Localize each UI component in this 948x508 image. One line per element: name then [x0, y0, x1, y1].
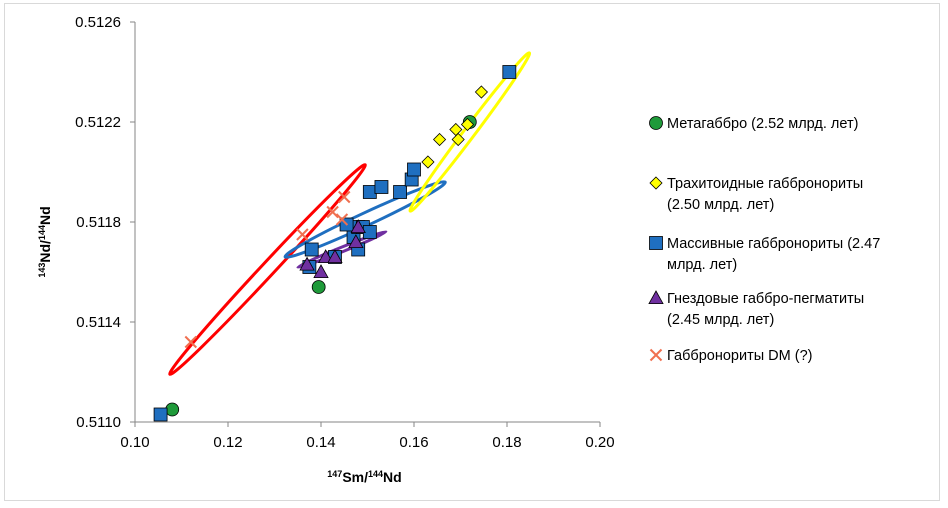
data-point-series-4: [299, 256, 315, 271]
legend-item: Трахитоидные габбронориты (2.50 млрд. лет…: [649, 176, 863, 213]
legend-label: млрд. лет): [667, 257, 737, 273]
y-tick-label: 0.5122: [75, 114, 121, 131]
legend-marker: [649, 176, 663, 190]
x-axis-label-sup2: 144: [368, 469, 383, 479]
group-ellipse: [296, 230, 388, 269]
data-point-series-4: [317, 249, 334, 264]
data-point-series-3: [407, 162, 421, 177]
y-tick-label: 0.5118: [76, 214, 121, 231]
x-tick-label: 0.10: [120, 434, 149, 451]
data-point-series-5: [326, 205, 339, 219]
legend-label: (2.50 млрд. лет): [667, 197, 774, 213]
data-point-series-4: [327, 249, 343, 264]
legend-label: Трахитоидные габбронориты: [667, 176, 863, 192]
data-point-series-1: [311, 280, 326, 294]
x-tick-label: 0.16: [399, 434, 428, 451]
x-axis-label: 147Sm/144Nd: [327, 469, 401, 485]
y-axis-label: 143Nd/144Nd: [37, 206, 53, 277]
data-point-series-5: [184, 335, 198, 349]
data-point-series-3: [304, 242, 319, 257]
x-tick-label: 0.12: [213, 434, 242, 451]
data-point-series-3: [153, 407, 168, 422]
y-axis-label-sup2: 144: [37, 225, 47, 240]
legend-marker: [648, 290, 664, 305]
data-point-series-2: [433, 132, 447, 147]
y-axis-label-main2: Nd: [37, 206, 53, 225]
legend-item: Гнездовые габбро-пегматиты (2.45 млрд. ле…: [648, 290, 864, 328]
data-point-series-2: [460, 117, 475, 132]
legend-marker: [649, 236, 663, 250]
x-marker-stroke: [338, 190, 351, 204]
x-tick-label: 0.14: [306, 434, 335, 451]
data-point-series-2: [474, 85, 488, 99]
points-layer: [153, 65, 517, 422]
data-point-series-2: [421, 155, 435, 169]
y-axis-label-main1: Nd/: [37, 240, 53, 263]
data-point-series-3: [393, 185, 407, 199]
x-marker-stroke: [326, 205, 339, 219]
x-marker-stroke: [649, 348, 663, 362]
legend-marker: [649, 116, 663, 130]
legend-item: Массивные габбронориты (2.47 млрд. лет): [649, 236, 880, 273]
x-tick-label: 0.20: [585, 434, 614, 451]
data-point-series-5: [338, 190, 351, 204]
x-marker-stroke: [296, 228, 309, 241]
x-marker-stroke: [335, 213, 349, 226]
legend-label: (2.45 млрд. лет): [667, 312, 774, 328]
y-tick-label: 0.5114: [76, 314, 121, 331]
y-tick-label: 0.5110: [76, 414, 121, 431]
ellipses-layer: [168, 51, 532, 376]
legend-label: Метагаббро (2.52 млрд. лет): [667, 116, 858, 132]
data-point-series-5: [335, 213, 349, 226]
legend-label: Габбронориты DM (?): [667, 348, 812, 364]
data-point-series-3: [374, 180, 389, 194]
x-axis-label-main1: Sm/: [342, 469, 368, 485]
legend-item: Габбронориты DM (?): [649, 348, 812, 364]
axes-layer: 0.5110 0.5114 0.5118 0.5122 0.5126 0.10 0.12 0.…: [75, 14, 614, 451]
data-point-series-4: [348, 234, 364, 249]
group-ellipse: [168, 163, 367, 376]
x-axis-label-main2: Nd: [383, 469, 402, 485]
data-point-series-3: [502, 65, 517, 79]
data-point-series-3: [362, 185, 377, 199]
x-axis-label-sup1: 147: [327, 469, 342, 479]
legend-label: Гнездовые габбро-пегматиты: [667, 291, 864, 307]
legend: Метагаббро (2.52 млрд. лет) Трахитоидные …: [648, 116, 880, 364]
x-tick-label: 0.18: [492, 434, 521, 451]
legend-marker: [649, 348, 663, 362]
y-tick-label: 0.5126: [75, 14, 121, 31]
data-point-series-1: [165, 402, 180, 417]
chart-frame: [4, 3, 940, 501]
legend-label: Массивные габбронориты (2.47: [667, 236, 880, 252]
data-point-series-5: [296, 228, 309, 241]
legend-item: Метагаббро (2.52 млрд. лет): [649, 116, 858, 132]
data-point-series-2: [451, 132, 465, 147]
data-point-series-4: [313, 264, 329, 279]
x-marker-stroke: [184, 335, 198, 349]
y-axis-label-sup1: 143: [37, 263, 47, 278]
data-point-series-4: [350, 219, 366, 234]
